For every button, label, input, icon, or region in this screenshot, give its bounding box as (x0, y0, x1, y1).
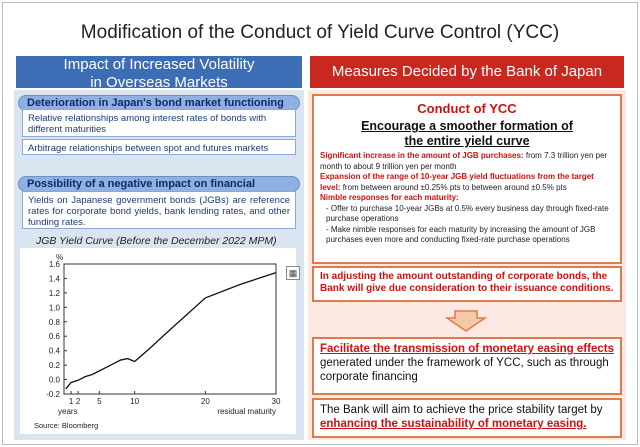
y-tick-label: 0.2 (49, 361, 61, 370)
section-financial-conditions-title: Possibility of a negative impact on fina… (18, 176, 300, 204)
conduct-title: Conduct of YCC (417, 101, 517, 116)
conduct-of-ycc-box: Conduct of YCC Encourage a smoother form… (312, 94, 622, 264)
y-tick-label: 0.0 (49, 376, 61, 385)
y-tick-label: 1.0 (49, 303, 61, 312)
price-stability-black: The Bank will aim to achieve the price s… (320, 404, 603, 416)
bullet-fixed-rate: - Offer to purchase 10-year JGBs at 0.5%… (326, 203, 609, 224)
range-expansion-item: Expansion of the range of 10-year JGB yi… (320, 172, 616, 193)
purchase-increase-text: from 7.3 trillion yen per month to about… (320, 151, 608, 171)
y-tick-label: -0.2 (46, 390, 60, 399)
x-tick-label: 30 (272, 397, 281, 406)
transmission-text: Facilitate the transmission of monetary … (314, 339, 620, 387)
y-tick-label: 0.8 (49, 318, 61, 327)
y-axis-unit: % (56, 253, 63, 262)
transmission-box: Facilitate the transmission of monetary … (312, 337, 622, 395)
chart-container: -0.2 0.0 0.2 0.4 0.6 0.8 1.0 1.2 1.4 1.6 1 2 5 10 20 30… (20, 248, 296, 434)
nimble-responses-label: Nimble responses for each maturity: (320, 193, 459, 202)
x-axis-unit: years (58, 407, 78, 416)
subtitle-line1: Encourage a smoother formation of (361, 119, 573, 133)
x-axis-label: residual maturity (217, 407, 276, 416)
x-tick-label: 2 (76, 397, 81, 406)
range-expansion-label: Expansion of the range of 10-year JGB yi… (320, 172, 594, 192)
right-column-header: Measures Decided by the Bank of Japan (308, 54, 626, 90)
y-tick-label: 1.2 (49, 289, 61, 298)
plot-area (63, 263, 277, 395)
jgb-reference-box: Yields on Japanese government bonds (JGB… (22, 191, 296, 229)
qr-code-icon: ▦ (286, 266, 300, 280)
corporate-bonds-note: In adjusting the amount outstanding of c… (320, 271, 614, 294)
yield-curve-chart: -0.2 0.0 0.2 0.4 0.6 0.8 1.0 1.2 1.4 1.6 1 2 5 10 20 30… (34, 253, 281, 430)
left-header-line1: Impact of Increased Volatility (63, 56, 255, 73)
price-stability-text: The Bank will aim to achieve the price s… (314, 400, 620, 434)
page-title: Modification of the Conduct of Yield Cur… (80, 22, 560, 43)
left-header-line2: in Overseas Markets (90, 74, 228, 91)
down-arrow-icon (445, 310, 487, 332)
left-column-header: Impact of Increased Volatility in Overse… (14, 54, 304, 91)
x-tick-label: 20 (201, 397, 210, 406)
corporate-bonds-note-box: In adjusting the amount outstanding of c… (312, 266, 622, 302)
price-stability-red: enhancing the sustainability of monetary… (320, 418, 587, 430)
x-tick-label: 10 (130, 397, 139, 406)
subtitle-line2: the entire yield curve (404, 134, 530, 148)
purchase-increase-label: Significant increase in the amount of JG… (320, 151, 524, 160)
y-tick-label: 0.6 (49, 332, 61, 341)
relative-relationships-box: Relative relationships among interest ra… (22, 109, 296, 137)
arbitrage-box: Arbitrage relationships between spot and… (22, 139, 296, 155)
x-tick-label: 5 (97, 397, 102, 406)
range-expansion-text: from between around ±0.25% pts to betwee… (342, 182, 567, 192)
purchase-increase-item: Significant increase in the amount of JG… (320, 151, 616, 172)
x-tick-label: 1 (69, 397, 74, 406)
chart-title: JGB Yield Curve (Before the December 202… (36, 235, 277, 247)
price-stability-box: The Bank will aim to achieve the price s… (312, 398, 622, 438)
y-tick-label: 0.4 (49, 347, 61, 356)
transmission-red: Facilitate the transmission of monetary … (320, 343, 614, 355)
measures-list: Significant increase in the amount of JG… (314, 148, 620, 246)
chart-source: Source: Bloomberg (34, 421, 98, 430)
transmission-black: generated under the framework of YCC, su… (320, 357, 609, 383)
y-tick-label: 1.4 (49, 274, 61, 283)
series-line-jgb-yield (65, 272, 277, 390)
bullet-nimble: - Make nimble responses for each maturit… (326, 224, 596, 245)
y-tick-label: 1.6 (49, 260, 61, 269)
